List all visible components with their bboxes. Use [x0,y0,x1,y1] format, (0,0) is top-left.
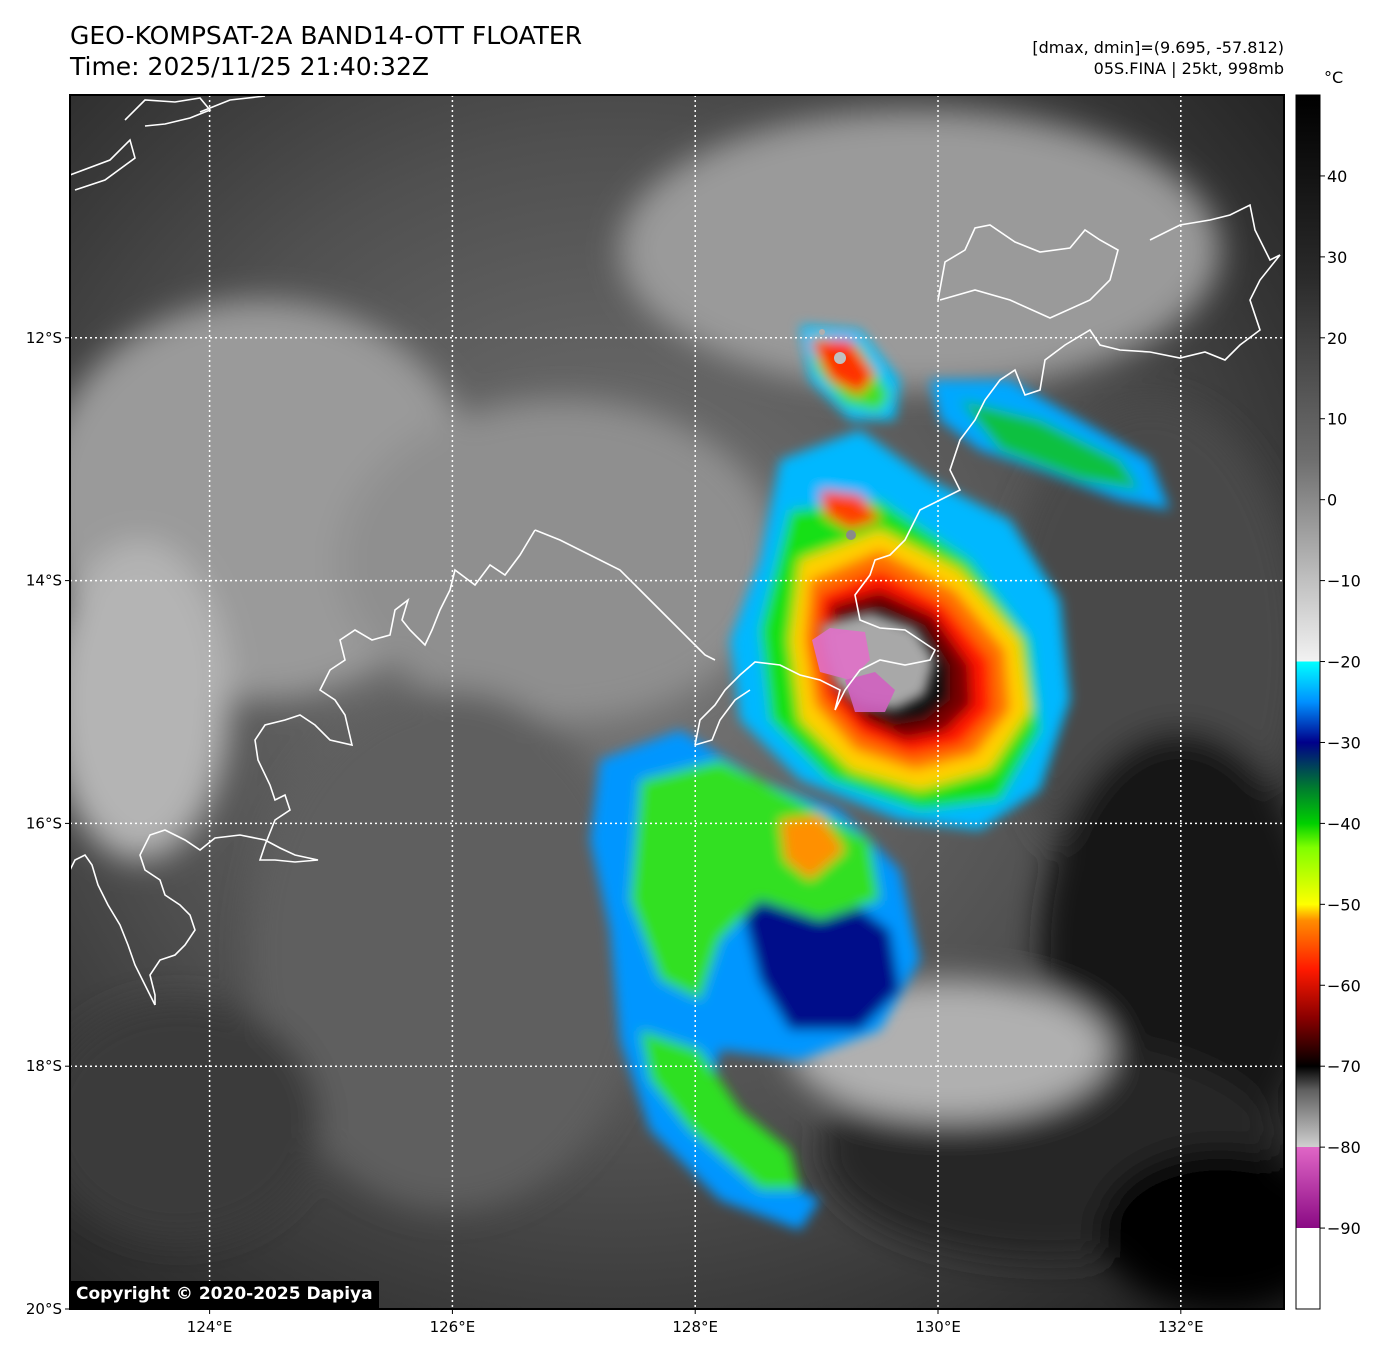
plot-frame [69,94,1285,1310]
colorbar-tick-label: −70 [1327,1057,1361,1076]
axis-labels: 124°E 126°E 128°E 130°E 132°E 12°S 14°S 16°S 18°… [26,329,1204,1336]
gridlines [70,95,1284,1309]
lon-tick-label: 126°E [430,1318,476,1336]
lat-tick-label: 12°S [26,329,62,347]
lat-tick-label: 16°S [26,814,62,832]
imagery-layer [70,95,1284,1309]
colorbar-tick-label: −50 [1327,895,1361,914]
colorbar-unit: °C [1324,68,1344,87]
colorbar-tick-label: −10 [1327,572,1361,591]
lat-tick-label: 20°S [26,1300,62,1318]
info-dmax-dmin: [dmax, dmin]=(9.695, -57.812) [1032,38,1284,57]
title-line1: GEO-KOMPSAT-2A BAND14-OTT FLOATER [70,21,583,50]
colorbar-tick-label: 30 [1327,248,1347,267]
colorbar-tick-label: −60 [1327,976,1361,995]
lon-tick-label: 124°E [187,1318,233,1336]
colorbar-ticks: 40 30 20 10 0 −10 −20 −30 −40 −50 −60 −70 −80 −90 [1320,167,1361,1238]
lon-tick-label: 130°E [915,1318,961,1336]
colorbar-tick-label: −30 [1327,733,1361,752]
cloud-field [70,110,1284,1309]
copyright-badge: Copyright © 2020-2025 Dapiya [70,1281,379,1308]
coastlines [70,95,1281,1006]
colorbar-tick-label: −80 [1327,1138,1361,1157]
colorbar-tick-label: −20 [1327,653,1361,672]
colorbar-tick-label: 20 [1327,329,1347,348]
colorbar-tick-label: 0 [1327,491,1337,510]
lat-tick-label: 18°S [26,1057,62,1075]
colorbar-tick-label: −90 [1327,1219,1361,1238]
info-storm: 05S.FINA | 25kt, 998mb [1093,59,1284,78]
colorbar-tick-label: −40 [1327,814,1361,833]
lon-tick-label: 132°E [1158,1318,1204,1336]
colorbar-tick-label: 40 [1327,167,1347,186]
colorbar [1295,94,1321,1310]
colorbar-tick-label: 10 [1327,410,1347,429]
lat-tick-label: 14°S [26,572,62,590]
title-line2: Time: 2025/11/25 21:40:32Z [70,52,429,81]
lon-tick-label: 128°E [672,1318,718,1336]
